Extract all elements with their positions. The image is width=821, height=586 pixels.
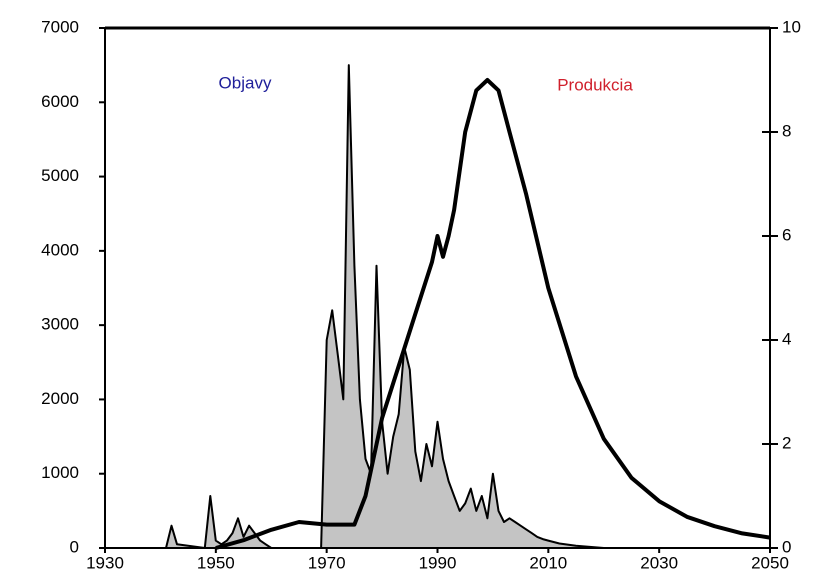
y2-tick-label: 6 — [782, 225, 791, 244]
y-tick-label: 7000 — [41, 17, 79, 36]
x-tick-label: 2030 — [640, 553, 678, 572]
y2-tick-label: 2 — [782, 433, 791, 452]
y-tick-label: 1000 — [41, 463, 79, 482]
y-tick-label: 4000 — [41, 240, 79, 259]
production-line — [215, 78, 771, 550]
y2-tick-label: 0 — [782, 537, 791, 556]
x-tick-label: 1990 — [419, 553, 457, 572]
y-tick-label: 2000 — [41, 389, 79, 408]
series-label: Produkcia — [557, 75, 633, 94]
y-tick-label: 3000 — [41, 315, 79, 334]
y-tick-label: 0 — [70, 537, 79, 556]
x-tick-label: 2010 — [529, 553, 567, 572]
y2-tick-label: 10 — [782, 17, 801, 36]
y-tick-label: 6000 — [41, 92, 79, 111]
y2-tick-label: 8 — [782, 121, 791, 140]
x-tick-label: 1950 — [197, 553, 235, 572]
y2-tick-label: 4 — [782, 329, 791, 348]
y-tick-label: 5000 — [41, 166, 79, 185]
discoveries-area — [104, 64, 771, 549]
series-label: Objavy — [219, 73, 272, 92]
x-tick-label: 1970 — [308, 553, 346, 572]
x-tick-label: 1930 — [86, 553, 124, 572]
x-tick-label: 2050 — [751, 553, 789, 572]
